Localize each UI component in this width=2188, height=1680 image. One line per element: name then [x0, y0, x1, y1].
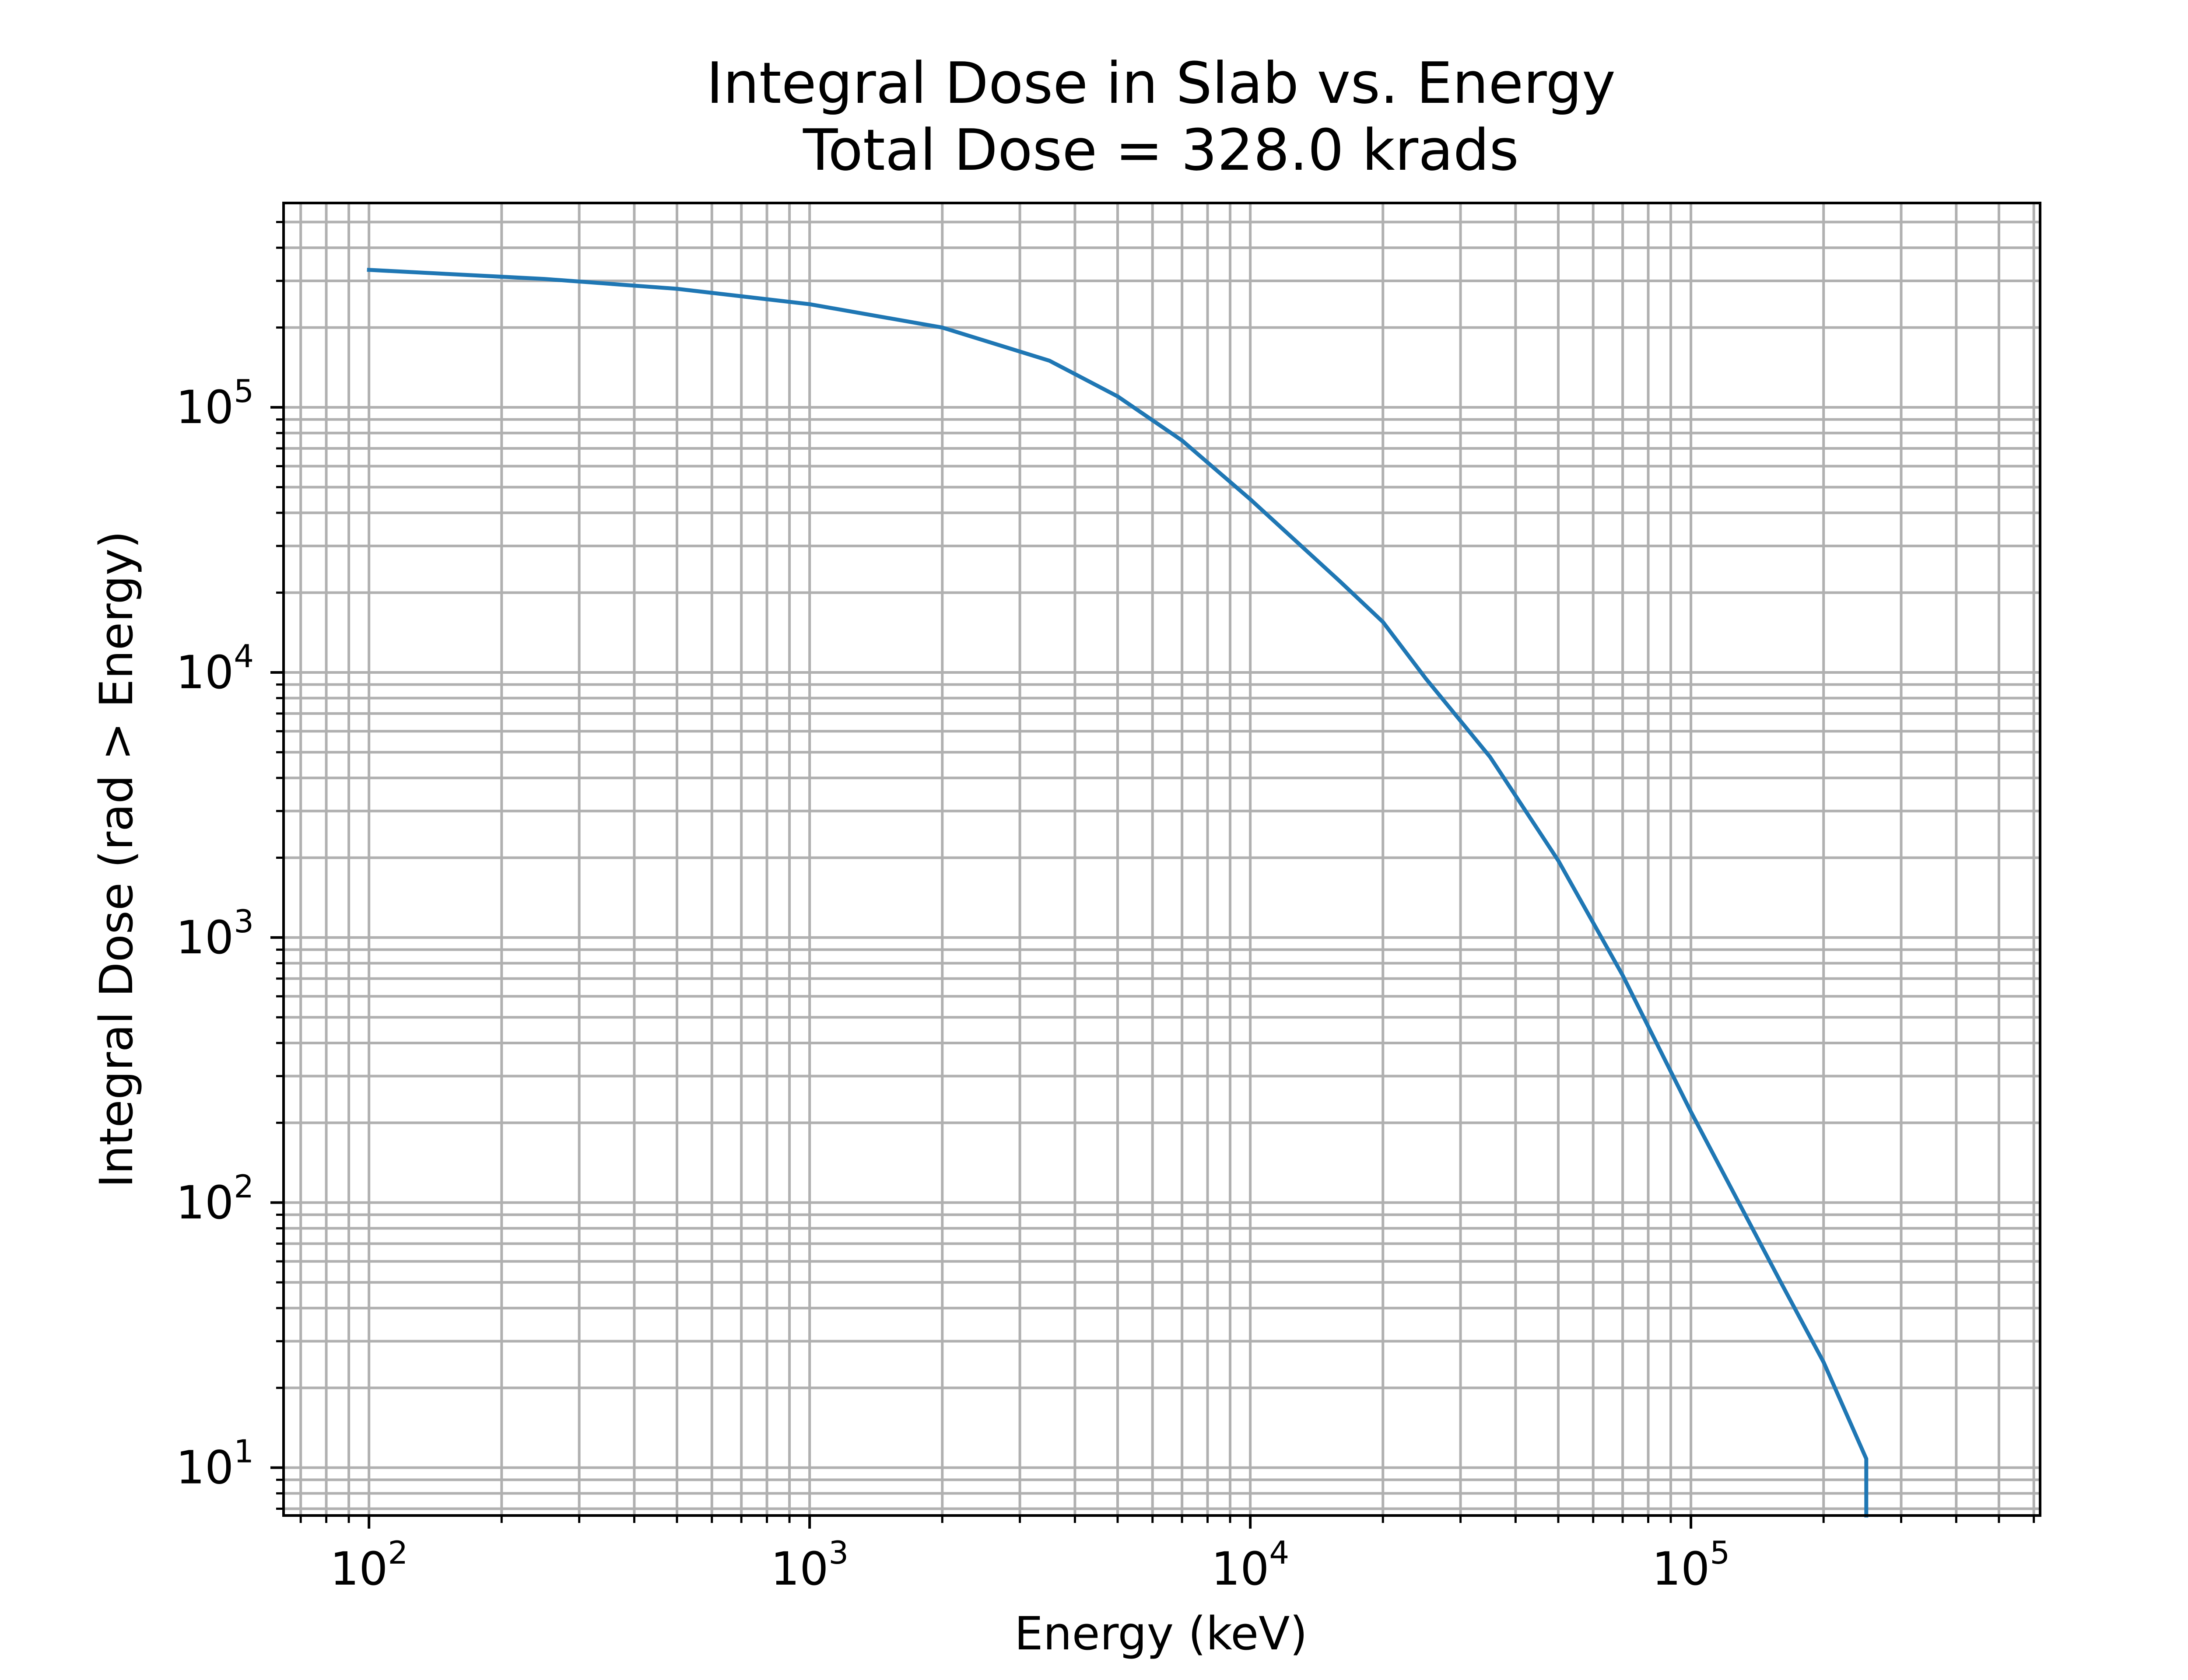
x-tick-exponent: 3 [828, 1534, 849, 1571]
series-line [367, 268, 1869, 1518]
y-tick-label: 104 [176, 638, 254, 699]
y-tick-mantissa: 10 [176, 1176, 234, 1229]
x-tick-label: 105 [1652, 1534, 1730, 1596]
x-tick-label: 104 [1211, 1534, 1289, 1596]
x-tick-mantissa: 10 [330, 1542, 388, 1596]
y-tick-mantissa: 10 [176, 381, 234, 434]
series-layer [367, 268, 1869, 1518]
y-tick-exponent: 1 [234, 1433, 254, 1470]
x-tick-exponent: 4 [1269, 1534, 1289, 1571]
x-tick-mantissa: 10 [771, 1542, 828, 1596]
y-tick-label: 102 [176, 1168, 254, 1229]
y-tick-mantissa: 10 [176, 646, 234, 699]
y-tick-exponent: 3 [234, 903, 254, 940]
x-tick-label: 103 [771, 1534, 849, 1596]
y-axis-label: Integral Dose (rad > Energy) [90, 531, 143, 1188]
chart-title: Integral Dose in Slab vs. Energy [706, 50, 1616, 116]
x-tick-exponent: 2 [388, 1534, 408, 1571]
x-tick-label: 102 [330, 1534, 408, 1596]
chart-subtitle: Total Dose = 328.0 krads [803, 117, 1519, 183]
x-tick-exponent: 5 [1710, 1534, 1730, 1571]
x-tick-mantissa: 10 [1211, 1542, 1269, 1596]
y-tick-exponent: 2 [234, 1168, 254, 1205]
y-tick-label: 105 [176, 373, 254, 434]
y-tick-exponent: 4 [234, 638, 254, 675]
x-tick-labels: 102 103 104 105 [330, 1534, 1730, 1596]
x-tick-mantissa: 10 [1652, 1542, 1710, 1596]
y-tick-exponent: 5 [234, 373, 254, 410]
y-tick-mantissa: 10 [176, 911, 234, 964]
y-tick-label: 103 [176, 903, 254, 964]
plot-frame [282, 202, 2041, 1517]
y-tick-mantissa: 10 [176, 1441, 234, 1494]
x-axis-label: Energy (keV) [1014, 1607, 1308, 1660]
y-tick-label: 101 [176, 1433, 254, 1494]
grid-layer [284, 203, 2040, 1516]
